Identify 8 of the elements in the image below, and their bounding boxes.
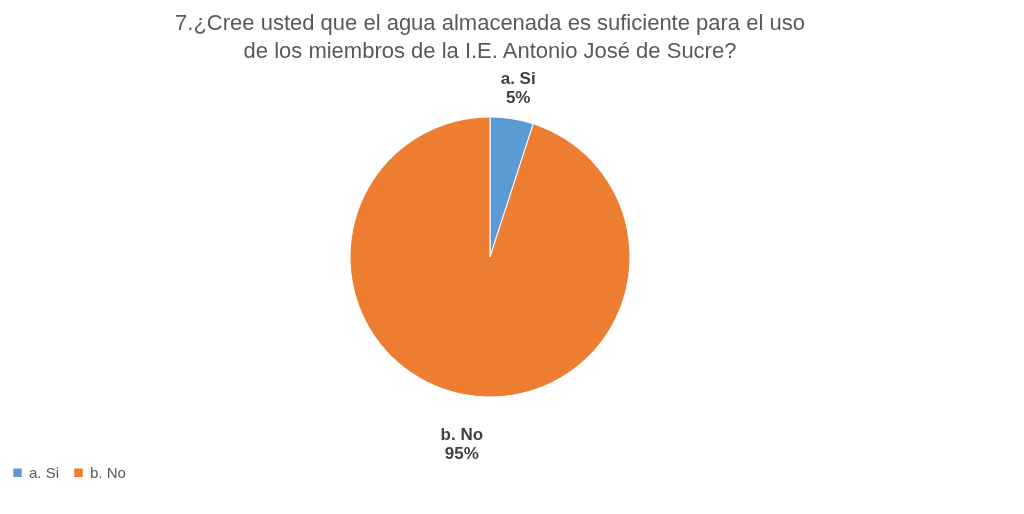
- data-label: 95%: [444, 443, 479, 463]
- data-label: 5%: [505, 88, 531, 108]
- slice-label: a. Si: [500, 69, 536, 89]
- chart-title: 7.¿Cree usted que el agua almacenada es suficiente para el uso de los miembros de la I.E. Antonio José de Sucre?: [175, 10, 805, 63]
- pie-slice: [349, 116, 631, 398]
- slice-label: b. No: [440, 424, 484, 444]
- legend-label: a. Si: [29, 463, 60, 481]
- legend-label: b. No: [90, 463, 126, 481]
